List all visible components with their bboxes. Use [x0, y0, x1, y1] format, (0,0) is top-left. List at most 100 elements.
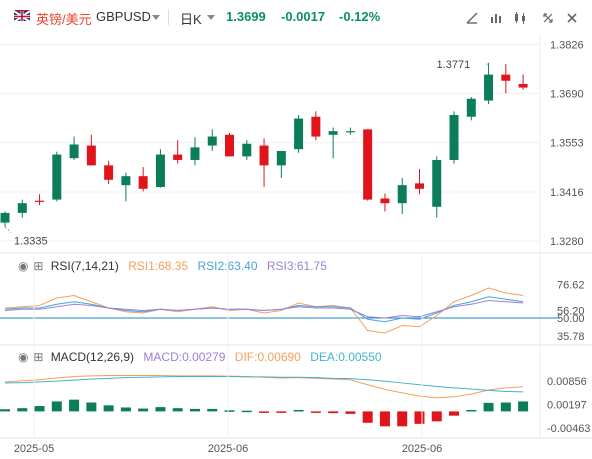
price-tick-label: 1.3553 [550, 138, 584, 150]
price-tick-label: 1.3826 [550, 39, 584, 51]
macd-histogram-bar [51, 401, 62, 412]
candle-body [397, 185, 407, 204]
candle-body [0, 212, 10, 223]
macd-histogram-bar [449, 411, 460, 416]
macd-histogram-bar [0, 409, 10, 412]
period-selector[interactable]: 日K [180, 12, 202, 27]
candle-body [484, 74, 494, 101]
candle-body [345, 131, 355, 133]
rsi1-value: RSI1:68.35 [128, 259, 189, 273]
rsi2-value: RSI2:63.40 [197, 259, 258, 273]
macd-histogram-bar [120, 407, 131, 412]
macd-histogram-bar [276, 411, 287, 413]
macd-histogram-bar [86, 402, 97, 412]
candle-body [328, 131, 338, 135]
candle-body [276, 150, 286, 166]
macd-histogram-bar [397, 411, 408, 427]
period-dropdown-icon[interactable] [207, 15, 215, 20]
candle-body [294, 118, 304, 150]
macd-histogram-bar [431, 411, 442, 422]
rsi2-line [4, 296, 524, 323]
macd-tick-label: -0.00463 [547, 423, 590, 435]
macd-histogram-bar [103, 405, 114, 412]
candle-body [466, 98, 476, 117]
pair-name[interactable]: 英镑/美元 [36, 12, 92, 27]
macd-histogram-bar [310, 411, 321, 413]
eye-icon[interactable]: ◉ [18, 350, 29, 364]
symbol-dropdown-icon[interactable] [152, 15, 160, 20]
candle-body [173, 154, 183, 160]
macd-histogram-bar [34, 406, 45, 412]
low-marker-line [4, 226, 12, 233]
macd-histogram-bar [207, 408, 218, 412]
candle-settings-icon[interactable] [510, 8, 530, 28]
rsi1-line [4, 287, 524, 334]
macd-histogram-bar [17, 408, 28, 412]
macd-histogram-bar [189, 408, 200, 412]
candle-body [225, 134, 235, 157]
macd-histogram-bar [69, 399, 80, 412]
candle-body [449, 114, 459, 160]
macd-histogram-bar [155, 407, 166, 412]
candle-body [35, 200, 45, 202]
macd-histogram-bar [466, 409, 477, 412]
low-annotation: 1.3335 [14, 236, 48, 248]
fullscreen-icon[interactable] [538, 8, 558, 28]
candle-body [190, 147, 200, 160]
candle-body [380, 198, 390, 204]
toolbar-divider [168, 9, 169, 25]
candle-body [207, 136, 217, 146]
settings-icon[interactable]: ⊞ [33, 259, 44, 273]
candle-body [17, 203, 27, 213]
candle-body [501, 74, 511, 81]
candle-body [52, 154, 62, 200]
rsi-tick-label: 35.78 [557, 331, 585, 343]
dif-value: DIF:0.00690 [234, 350, 301, 364]
macd-tick-label: 0.00856 [547, 376, 587, 388]
macd-histogram-bar [379, 411, 390, 427]
macd-histogram-bar [500, 402, 511, 412]
high-annotation: 1.3771 [437, 59, 471, 71]
settings-icon[interactable]: ⊞ [33, 350, 44, 364]
price-tick-label: 1.3416 [550, 187, 584, 199]
dea-value: DEA:0.00550 [310, 350, 382, 364]
x-tick-label: 2025-05 [14, 443, 54, 455]
candle-body [155, 154, 165, 187]
macd-histogram-bar [518, 401, 529, 412]
candle-body [259, 145, 269, 166]
drawing-tool-icon[interactable] [462, 8, 482, 28]
rsi-tick-label: 50.00 [557, 313, 585, 325]
macd-histogram-bar [328, 411, 339, 414]
price-change: -0.0017 [281, 9, 326, 24]
candle-body [86, 145, 96, 166]
price-tick-label: 1.3690 [550, 88, 584, 100]
candle-body [121, 176, 131, 186]
candle-body [518, 83, 528, 88]
macd-histogram-bar [362, 411, 373, 423]
rsi3-line [4, 299, 524, 319]
macd-histogram-bar [293, 409, 304, 412]
dif-line [4, 374, 524, 399]
macd-label: MACD(12,26,9) [50, 350, 135, 364]
macd-histogram-bar [259, 411, 270, 413]
candle-body [363, 129, 373, 200]
dea-line [4, 376, 524, 393]
x-tick-label: 2025-06 [402, 443, 442, 455]
macd-histogram-bar [483, 402, 494, 412]
close-icon[interactable] [562, 8, 582, 28]
macd-tick-label: 0.00197 [547, 399, 587, 411]
price-change-percent: -0.12% [339, 9, 381, 24]
indicator-icon[interactable] [486, 8, 506, 28]
macd-histogram-bar [414, 411, 425, 424]
last-price: 1.3699 [226, 9, 266, 24]
candle-body [138, 176, 148, 189]
macd-histogram-bar [138, 408, 149, 412]
rsi-tick-label: 56.20 [557, 305, 585, 317]
macd-histogram-bar [172, 408, 183, 412]
eye-icon[interactable]: ◉ [18, 259, 29, 273]
symbol-code[interactable]: GBPUSD [96, 9, 151, 24]
candle-body [432, 159, 442, 207]
rsi-label: RSI(7,14,21) [50, 259, 119, 273]
macd-value: MACD:0.00279 [143, 350, 226, 364]
